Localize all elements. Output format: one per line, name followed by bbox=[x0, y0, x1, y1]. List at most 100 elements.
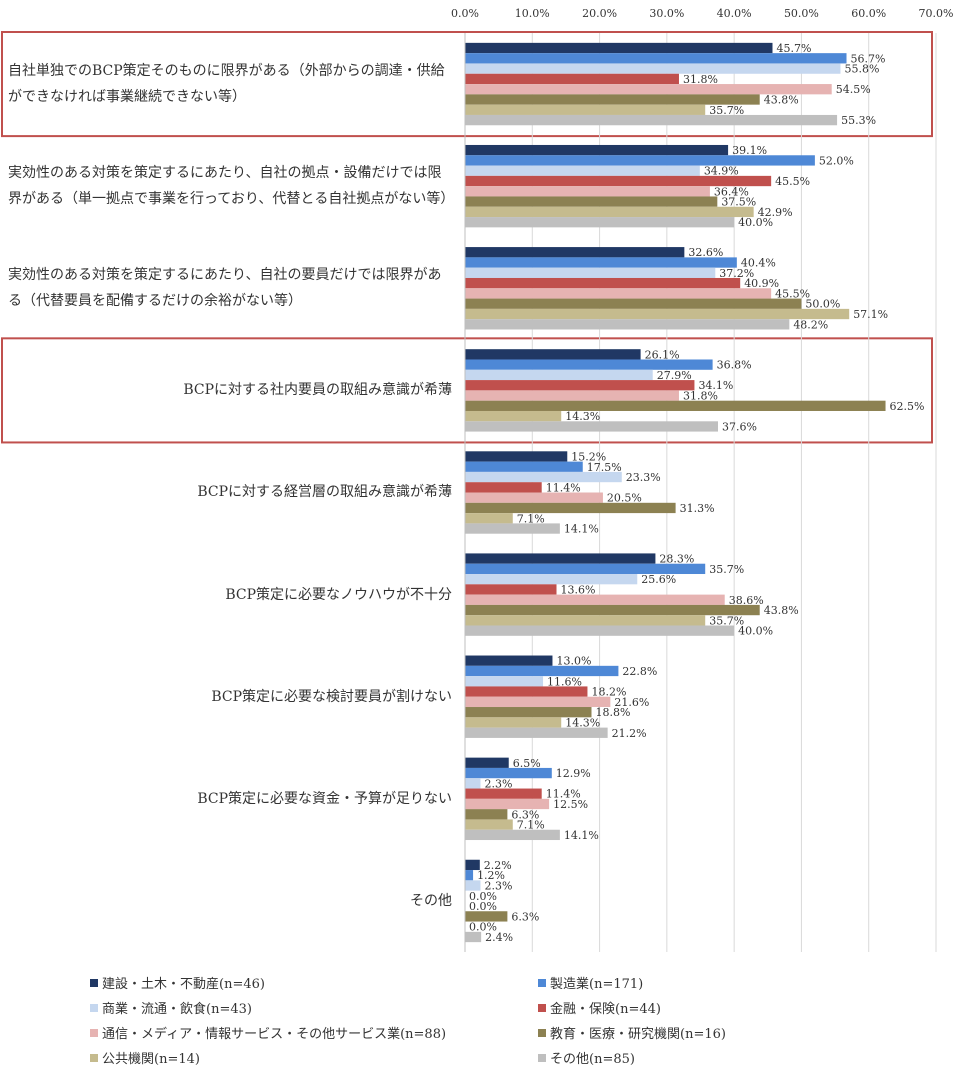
bar bbox=[465, 471, 622, 483]
legend-label: 商業・流通・飲食(n=43) bbox=[102, 1002, 252, 1017]
bar bbox=[465, 513, 513, 524]
data-label: 55.3% bbox=[841, 114, 876, 127]
data-label: 11.6% bbox=[547, 675, 582, 688]
legend-label: 金融・保険(n=44) bbox=[550, 1002, 661, 1017]
data-label: 11.4% bbox=[546, 481, 581, 494]
x-tick-label: 0.0% bbox=[451, 7, 479, 20]
bar bbox=[465, 584, 557, 595]
category-label: その他 bbox=[8, 850, 452, 952]
bar bbox=[465, 665, 619, 677]
category-label: BCP策定に必要なノウハウが不十分 bbox=[8, 544, 452, 646]
x-tick-label: 40.0% bbox=[717, 7, 752, 20]
data-label: 55.8% bbox=[844, 63, 879, 76]
bar bbox=[465, 175, 772, 187]
bar bbox=[465, 73, 679, 85]
data-label: 50.0% bbox=[805, 298, 840, 311]
bar bbox=[465, 492, 603, 503]
bar bbox=[465, 870, 474, 881]
legend-label: 教育・医療・研究機関(n=16) bbox=[550, 1027, 726, 1042]
data-label: 36.4% bbox=[714, 185, 749, 198]
highlight-box bbox=[1, 31, 933, 138]
category-text: BCP策定に必要な検討要員が割けない bbox=[211, 688, 452, 705]
category-label: BCP策定に必要な資金・予算が足りない bbox=[8, 748, 452, 850]
bar bbox=[465, 482, 542, 493]
bar bbox=[465, 625, 735, 636]
legend-marker bbox=[90, 1053, 98, 1062]
bar bbox=[465, 829, 560, 841]
bar bbox=[465, 308, 850, 320]
data-label: 56.7% bbox=[851, 52, 886, 65]
bar bbox=[465, 400, 886, 411]
bar bbox=[465, 778, 481, 789]
data-label: 2.3% bbox=[484, 879, 512, 892]
data-label: 2.2% bbox=[484, 859, 512, 872]
legend-item: 教育・医療・研究機関(n=16) bbox=[538, 1023, 726, 1042]
bar bbox=[465, 369, 653, 381]
bar bbox=[465, 859, 480, 871]
bar bbox=[465, 767, 552, 779]
data-label: 62.5% bbox=[890, 400, 925, 413]
bar bbox=[465, 155, 815, 166]
data-label: 12.5% bbox=[553, 798, 588, 811]
data-label: 14.3% bbox=[565, 716, 600, 729]
data-label: 12.9% bbox=[556, 767, 591, 780]
data-label: 11.4% bbox=[546, 788, 581, 801]
bar bbox=[465, 523, 560, 534]
data-label: 7.1% bbox=[517, 512, 545, 525]
category-text: BCPに対する社内要員の取組み意識が希薄 bbox=[183, 382, 452, 399]
data-label: 14.1% bbox=[564, 523, 599, 536]
legend-item: 建設・土木・不動産(n=46) bbox=[90, 973, 265, 992]
data-label: 25.6% bbox=[641, 573, 676, 586]
bar bbox=[465, 574, 638, 585]
bar bbox=[465, 196, 718, 207]
category-label: BCPに対する社内要員の取組み意識が希薄 bbox=[8, 339, 452, 441]
bar bbox=[465, 655, 553, 666]
data-label: 45.7% bbox=[776, 42, 811, 55]
data-label: 21.2% bbox=[612, 727, 647, 740]
bar bbox=[465, 186, 710, 197]
category-label: 自社単独でのBCP策定そのものに限界がある（外部からの調達・供給ができなければ事… bbox=[8, 33, 452, 135]
bar bbox=[465, 676, 544, 687]
bar bbox=[465, 931, 482, 943]
legend-label: 公共機関(n=14) bbox=[102, 1052, 200, 1067]
bar bbox=[465, 114, 838, 126]
data-label: 31.8% bbox=[683, 390, 718, 403]
bar bbox=[465, 247, 685, 258]
bar bbox=[465, 277, 741, 289]
legend-item: 通信・メディア・情報サービス・その他サービス業(n=88) bbox=[90, 1023, 446, 1042]
data-label: 36.8% bbox=[717, 359, 752, 372]
x-tick-label: 50.0% bbox=[784, 7, 819, 20]
bar bbox=[465, 502, 676, 514]
legend-item: 商業・流通・飲食(n=43) bbox=[90, 998, 252, 1017]
legend-marker bbox=[538, 1053, 546, 1062]
bar bbox=[465, 53, 847, 64]
legend-marker bbox=[538, 1003, 546, 1012]
bar bbox=[465, 94, 760, 105]
data-label: 48.2% bbox=[793, 318, 828, 331]
data-label: 34.9% bbox=[704, 165, 739, 178]
legend-item: 公共機関(n=14) bbox=[90, 1048, 200, 1067]
bar bbox=[465, 349, 641, 360]
data-label: 40.0% bbox=[738, 216, 773, 229]
data-label: 37.6% bbox=[722, 420, 757, 433]
x-tick-label: 60.0% bbox=[851, 7, 886, 20]
legend-item: 製造業(n=171) bbox=[538, 973, 643, 992]
bar bbox=[465, 380, 695, 391]
data-label: 21.6% bbox=[614, 696, 649, 709]
bar bbox=[465, 298, 802, 309]
data-label: 0.0% bbox=[469, 921, 497, 934]
bar bbox=[465, 604, 760, 616]
data-label: 2.4% bbox=[485, 931, 513, 944]
data-label: 18.2% bbox=[591, 686, 626, 699]
data-label: 32.6% bbox=[688, 246, 723, 259]
data-label: 35.7% bbox=[709, 614, 744, 627]
data-label: 26.1% bbox=[645, 348, 680, 361]
bar bbox=[465, 267, 716, 278]
data-label: 6.5% bbox=[513, 757, 541, 770]
bar bbox=[465, 104, 706, 115]
legend-marker bbox=[90, 978, 98, 987]
category-text: 実効性のある対策を策定するにあたり、自社の要員だけでは限界がある（代替要員を配備… bbox=[8, 267, 442, 310]
data-label: 22.8% bbox=[622, 665, 657, 678]
data-label: 37.2% bbox=[719, 267, 754, 280]
